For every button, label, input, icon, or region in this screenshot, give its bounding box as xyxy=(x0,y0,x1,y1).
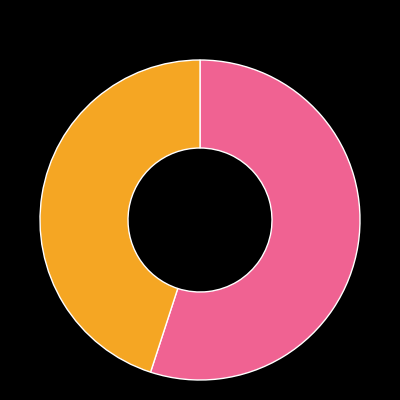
Wedge shape xyxy=(150,60,360,380)
Wedge shape xyxy=(40,60,200,372)
